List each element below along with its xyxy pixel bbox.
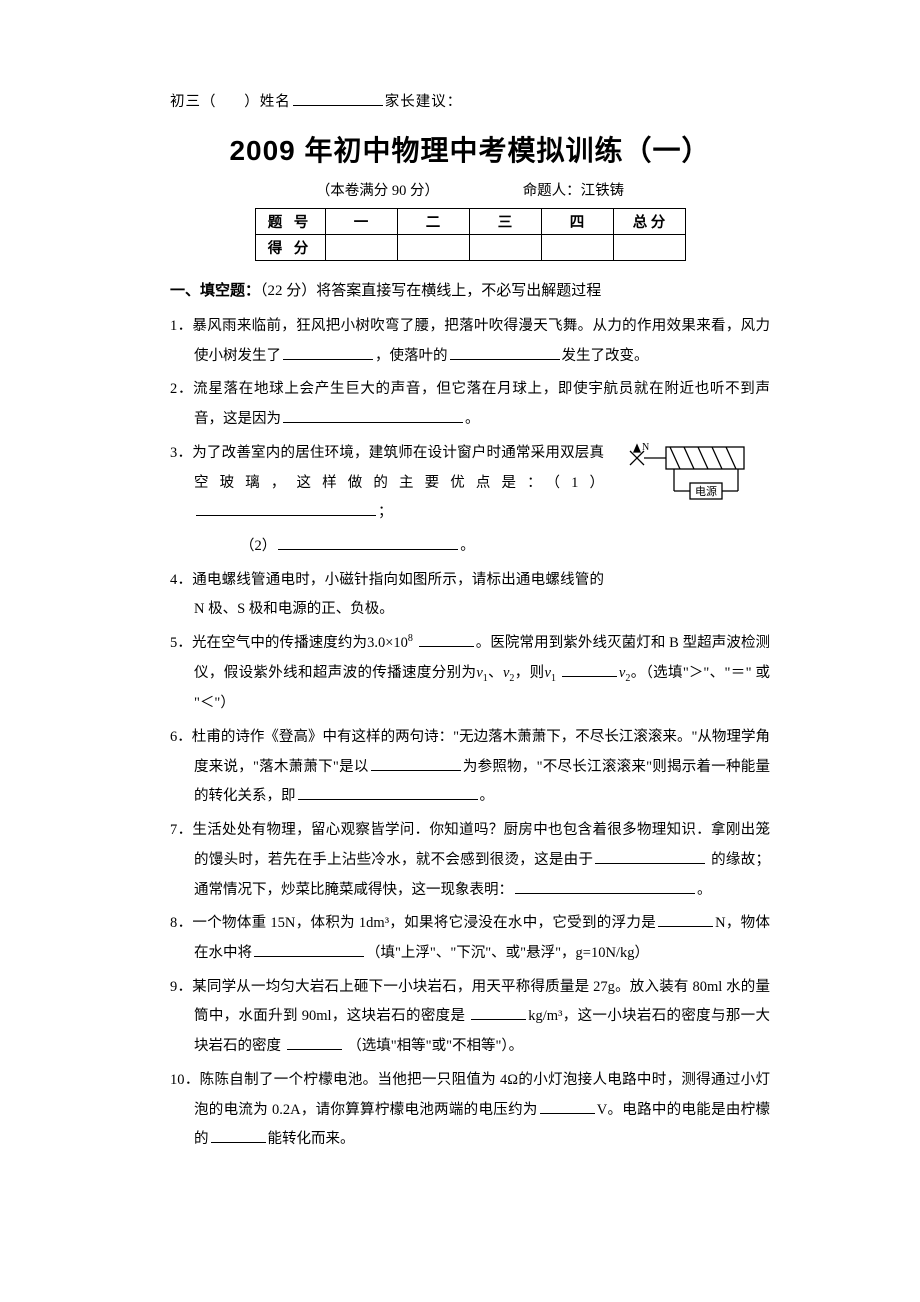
class-suffix: ）姓名 — [244, 94, 291, 110]
q5-v1sb: 1 — [551, 673, 556, 684]
q5-num: 5． — [170, 635, 192, 651]
q2-t2: 。 — [465, 411, 480, 427]
question-4: 4．通电螺线管通电时，小磁针指向如图所示，请标出通电螺线管的 N 极、S 极和电… — [170, 566, 604, 625]
answer-blank[interactable] — [562, 663, 617, 677]
answer-blank[interactable] — [540, 1100, 595, 1114]
q9-t3: （选填"相等"或"不相等"）。 — [344, 1038, 524, 1054]
q6-num: 6． — [170, 729, 192, 745]
q3-t1: 为了改善室内的居住环境，建筑师在设计窗户时通常采用双层真空玻璃，这样做的主要优点… — [192, 445, 604, 491]
answer-blank[interactable] — [658, 913, 713, 927]
solenoid-diagram-icon: N 电源 — [610, 441, 770, 531]
q7-t3: 。 — [697, 882, 712, 898]
col-2: 二 — [397, 209, 469, 235]
question-3-sub: （2） 。 — [170, 532, 604, 562]
score-table: 题 号 一 二 三 四 总 分 得 分 — [255, 208, 686, 261]
q10-num: 10． — [170, 1072, 200, 1088]
main-title: 2009 年初中物理中考模拟训练（一） — [170, 129, 770, 169]
advice-label: 家长建议： — [385, 94, 463, 110]
q3-sub: （2） — [240, 538, 276, 554]
col-total: 总 分 — [613, 209, 685, 235]
answer-blank[interactable] — [287, 1036, 342, 1050]
q10-t3: 能转化而来。 — [268, 1131, 355, 1147]
q5-t3: 、 — [488, 665, 503, 681]
svg-text:N: N — [642, 442, 649, 453]
col-1: 一 — [325, 209, 397, 235]
question-2: 2．流星落在地球上会产生巨大的声音，但它落在月球上，即使宇航员就在附近也听不到声… — [170, 375, 770, 434]
answer-blank[interactable] — [515, 880, 695, 894]
answer-blank[interactable] — [196, 502, 376, 516]
subtitle-row: （本卷满分 90 分） 命题人：江铁铸 — [170, 179, 770, 200]
header-line: 初三（ ）姓名 家长建议： — [170, 90, 770, 111]
q8-t3: （填"上浮"、"下沉"、或"悬浮"，g=10N/kg） — [366, 945, 649, 961]
section1-title: 一、填空题：（22 分）将答案直接写在横线上，不必写出解题过程 — [170, 279, 770, 300]
question-1: 1．暴风雨来临前，狂风把小树吹弯了腰，把落叶吹得漫天飞舞。从力的作用效果来看，风… — [170, 312, 770, 371]
answer-blank[interactable] — [278, 536, 458, 550]
q8-t1: 一个物体重 15N，体积为 1dm³，如果将它浸没在水中，它受到的浮力是 — [192, 915, 656, 931]
answer-blank[interactable] — [211, 1129, 266, 1143]
q9-num: 9． — [170, 979, 192, 995]
question-3: 3．为了改善室内的居住环境，建筑师在设计窗户时通常采用双层真空玻璃，这样做的主要… — [170, 439, 604, 528]
answer-blank[interactable] — [283, 346, 373, 360]
q5-t4: ，则 — [514, 665, 544, 681]
answer-blank[interactable] — [371, 757, 461, 771]
section1-rest: （22 分）将答案直接写在横线上，不必写出解题过程 — [260, 283, 601, 299]
col-4: 四 — [541, 209, 613, 235]
q1-t3: 发生了改变。 — [562, 348, 649, 364]
q3-t3: 。 — [460, 538, 475, 554]
name-blank[interactable] — [293, 92, 383, 106]
section1-bold: 一、填空题： — [170, 283, 260, 299]
answer-blank[interactable] — [283, 409, 463, 423]
q2-num: 2． — [170, 381, 193, 397]
answer-blank[interactable] — [254, 943, 364, 957]
question-6: 6．杜甫的诗作《登高》中有这样的两句诗："无边落木萧萧下，不尽长江滚滚来。"从物… — [170, 723, 770, 812]
q4-t1: 通电螺线管通电时，小磁针指向如图所示，请标出通电螺线管的 N 极、S 极和电源的… — [192, 572, 604, 618]
q6-t3: 。 — [480, 788, 495, 804]
q3-t2: ； — [378, 504, 393, 520]
col-3: 三 — [469, 209, 541, 235]
answer-blank[interactable] — [419, 633, 474, 647]
q1-num: 1． — [170, 318, 192, 334]
answer-blank[interactable] — [298, 786, 478, 800]
svg-text:电源: 电源 — [695, 484, 717, 498]
answer-blank[interactable] — [471, 1006, 526, 1020]
q2-t1: 流星落在地球上会产生巨大的声音，但它落在月球上，即使宇航员就在附近也听不到声音，… — [193, 381, 770, 427]
q5-t1: 光在空气中的传播速度约为 — [192, 635, 367, 651]
answer-blank[interactable] — [450, 346, 560, 360]
q1-t2: ，使落叶的 — [375, 348, 448, 364]
table-row: 题 号 一 二 三 四 总 分 — [255, 209, 685, 235]
row2-label: 得 分 — [255, 235, 325, 261]
q3-num: 3． — [170, 445, 192, 461]
score-cell[interactable] — [613, 235, 685, 261]
table-row: 得 分 — [255, 235, 685, 261]
question-9: 9．某同学从一均匀大岩石上砸下一小块岩石，用天平称得质量是 27g。放入装有 8… — [170, 973, 770, 1062]
q7-num: 7． — [170, 822, 192, 838]
q5-exp: 3.0×10 — [367, 635, 408, 651]
question-10: 10．陈陈自制了一个柠檬电池。当他把一只阻值为 4Ω的小灯泡接人电路中时，测得通… — [170, 1066, 770, 1155]
class-prefix: 初三（ — [170, 94, 217, 110]
question-8: 8．一个物体重 15N，体积为 1dm³，如果将它浸没在水中，它受到的浮力是N，… — [170, 909, 770, 968]
score-cell[interactable] — [469, 235, 541, 261]
question-5: 5．光在空气中的传播速度约为3.0×108 。医院常用到紫外线灭菌灯和 B 型超… — [170, 629, 770, 719]
score-cell[interactable] — [325, 235, 397, 261]
question-7: 7．生活处处有物理，留心观察皆学问．你知道吗？厨房中也包含着很多物理知识．拿刚出… — [170, 816, 770, 905]
author: 命题人：江铁铸 — [523, 179, 625, 200]
row1-label: 题 号 — [255, 209, 325, 235]
q8-num: 8． — [170, 915, 192, 931]
score-cell[interactable] — [541, 235, 613, 261]
answer-blank[interactable] — [595, 850, 705, 864]
q5-sup: 8 — [408, 633, 413, 644]
full-score: （本卷满分 90 分） — [316, 179, 439, 200]
q4-num: 4． — [170, 572, 192, 588]
q4-figure: N 电源 — [610, 439, 770, 536]
score-cell[interactable] — [397, 235, 469, 261]
